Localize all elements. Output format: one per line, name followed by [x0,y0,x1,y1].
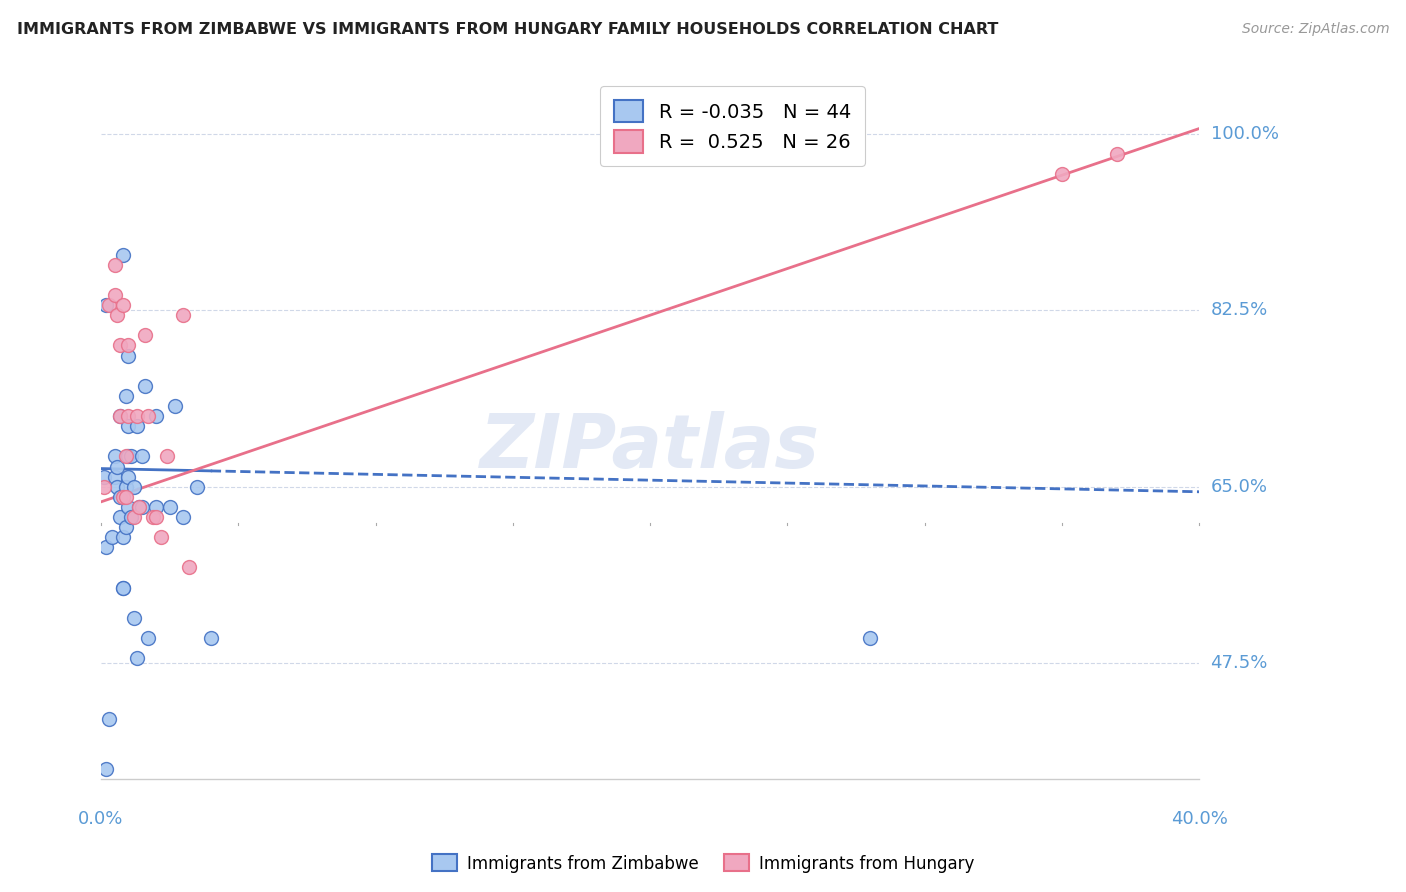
Point [101,530,124,544]
Point [111,298,134,312]
Point [107,480,129,494]
Point [117,450,139,464]
Point [114,389,136,403]
Point [111,530,134,544]
Point [125,651,148,665]
Point [136,409,159,423]
Point [128,500,150,514]
Text: 40.0%: 40.0% [1171,810,1227,828]
Point [96,541,118,555]
Point [1105,146,1128,161]
Point [165,399,187,413]
Point [117,338,139,352]
Point [200,631,222,645]
Point [117,500,139,514]
Point [177,560,200,574]
Point [172,308,194,322]
Point [111,581,134,595]
Point [107,459,129,474]
Point [1050,167,1073,181]
Point [122,480,145,494]
Point [111,247,134,261]
Point [142,510,165,524]
Point [104,450,127,464]
Text: 82.5%: 82.5% [1211,301,1268,319]
Text: 0.0%: 0.0% [79,810,124,828]
Point [159,500,181,514]
Point [111,490,134,504]
Point [108,409,131,423]
Point [104,288,127,302]
Point [117,469,139,483]
Point [136,631,159,645]
Point [134,379,156,393]
Point [93,469,115,483]
Text: Source: ZipAtlas.com: Source: ZipAtlas.com [1241,22,1389,37]
Point [156,450,179,464]
Point [125,409,148,423]
Point [114,450,136,464]
Point [104,469,127,483]
Point [145,500,167,514]
Point [122,611,145,625]
Point [859,631,882,645]
Point [104,258,127,272]
Text: 65.0%: 65.0% [1211,478,1268,496]
Point [108,409,131,423]
Point [93,480,115,494]
Text: 47.5%: 47.5% [1211,655,1268,673]
Point [108,490,131,504]
Point [108,510,131,524]
Point [111,581,134,595]
Point [128,500,150,514]
Point [145,510,167,524]
Legend: R = -0.035   N = 44, R =  0.525   N = 26: R = -0.035 N = 44, R = 0.525 N = 26 [600,87,865,166]
Point [186,480,208,494]
Point [131,450,153,464]
Text: ZIPatlas: ZIPatlas [481,411,820,483]
Point [172,510,194,524]
Point [114,520,136,534]
Point [108,338,131,352]
Point [96,762,118,776]
Point [114,480,136,494]
Point [114,490,136,504]
Point [117,409,139,423]
Point [120,450,142,464]
Point [131,500,153,514]
Point [96,298,118,312]
Point [120,510,142,524]
Legend: Immigrants from Zimbabwe, Immigrants from Hungary: Immigrants from Zimbabwe, Immigrants fro… [425,847,981,880]
Text: 100.0%: 100.0% [1211,125,1278,143]
Point [150,530,173,544]
Point [125,419,148,434]
Point [98,712,121,726]
Point [107,308,129,322]
Text: IMMIGRANTS FROM ZIMBABWE VS IMMIGRANTS FROM HUNGARY FAMILY HOUSEHOLDS CORRELATIO: IMMIGRANTS FROM ZIMBABWE VS IMMIGRANTS F… [17,22,998,37]
Point [117,419,139,434]
Point [145,409,167,423]
Point [134,328,156,343]
Point [98,298,121,312]
Point [117,349,139,363]
Point [122,510,145,524]
